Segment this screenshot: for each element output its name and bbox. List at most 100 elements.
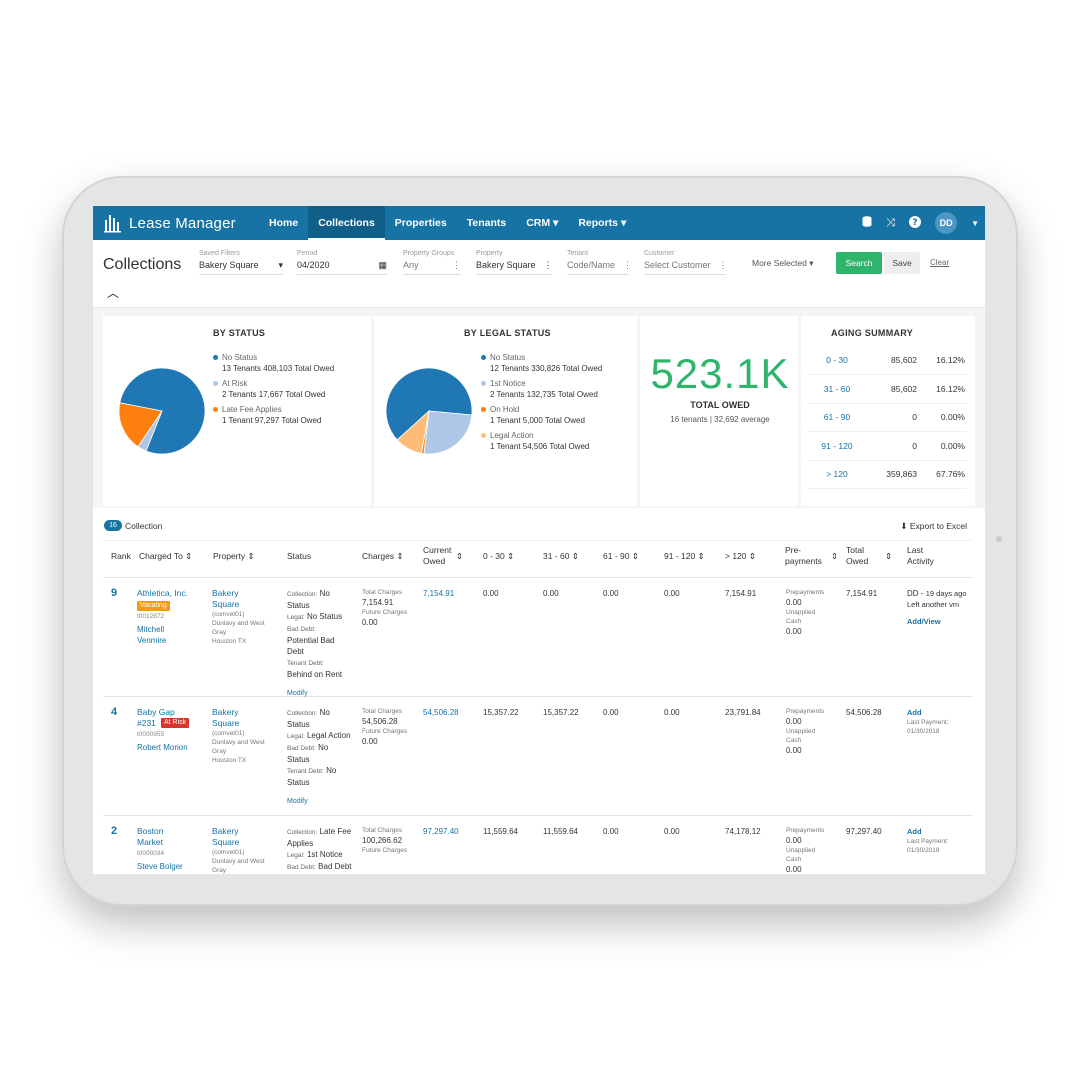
app-name: Lease Manager [129,214,236,232]
aging-range-link[interactable]: > 120 [807,460,867,489]
save-button[interactable]: Save [884,252,920,274]
period-filter[interactable]: Period 04/2020 ▦ [297,250,387,275]
prepayments-label: Prepayments [786,827,825,834]
aging-range-link[interactable]: 61 - 90 [807,403,867,432]
app-logo[interactable]: Lease Manager [103,212,236,234]
user-avatar[interactable]: DD [935,212,958,234]
col-charges[interactable]: Charges ⇕ [362,551,404,562]
calendar-icon[interactable]: ▦ [378,260,387,270]
add-activity-link[interactable]: Add [907,708,922,717]
contact-link[interactable]: Steve Bolger [137,862,183,871]
col-prepayments[interactable]: Pre-payments [785,545,829,567]
modify-link[interactable]: Modify [287,690,308,697]
nav-home[interactable]: Home [269,217,299,229]
property-link[interactable]: Bakery Square [212,826,240,847]
search-button[interactable]: Search [836,252,882,274]
col-120-plus[interactable]: > 120 ⇕ [725,551,756,562]
nav-properties[interactable]: Properties [394,217,447,229]
saved-filters-select[interactable]: Bakery Square ▾ [199,260,283,275]
property-link[interactable]: Bakery Square [212,588,240,609]
col-0-30[interactable]: 0 - 30 ⇕ [483,551,514,562]
collapse-chevron-up-icon[interactable]: ︿ [107,286,120,300]
sort-icon: ⇕ [697,551,705,561]
legend-dot-icon [213,355,218,361]
prepayments-cell: Prepayments 0.00 Unapplied Cash 0.00 [786,588,836,637]
row-rank: 4 [111,706,118,718]
col-total-owed[interactable]: Total Owed [846,545,878,567]
property-groups-filter[interactable]: Property Groups Any ⋮ [403,250,461,275]
prepayments-cell: Prepayments 0.00 Unapplied Cash 0.00 [786,707,836,756]
kebab-icon: ⋮ [718,260,728,270]
tenant-name-link[interactable]: Baby Gap #231 [137,707,177,729]
nav-reports[interactable]: Reports ▾ [568,206,636,240]
col-property-label: Property [213,551,246,561]
chevron-down-icon[interactable]: ▼ [971,218,979,228]
tenant-name-link[interactable]: Boston Market [137,826,164,847]
nav-collections[interactable]: Collections [308,206,385,240]
table-row: 4 Baby Gap #231 At Risk t0000955 Robert … [103,697,973,816]
row-rank: 2 [111,825,118,837]
col-charged-to[interactable]: Charged To ⇕ [139,551,192,562]
activity-user: DD - [907,589,924,598]
sort-icon[interactable]: ⇕ [456,551,464,561]
database-icon[interactable] [862,216,872,230]
col-91-120[interactable]: 91 - 120 ⇕ [664,551,705,562]
col-charged-to-label: Charged To [139,551,183,561]
sort-icon[interactable]: ⇕ [831,551,839,561]
col-current-owed[interactable]: Current Owed [423,545,473,567]
sort-icon[interactable]: ⇕ [885,551,893,561]
prepayments-label: Prepayments [786,708,825,715]
by-status-pie-chart[interactable] [117,366,207,456]
current-owed-link[interactable]: 97,297.40 [423,827,459,836]
property-code: (comvet01) [212,611,245,618]
period-input[interactable]: 04/2020 ▦ [297,260,387,275]
by-status-legend: No Status 13 Tenants 408,103 Total Owed … [213,352,334,430]
col-61-90[interactable]: 61 - 90 ⇕ [603,551,639,562]
nav-tenants[interactable]: Tenants [466,217,507,229]
property-select[interactable]: Bakery Square ⋮ [476,260,553,275]
nav-crm[interactable]: CRM ▾ [516,206,568,240]
unapplied-cash-value: 0.00 [786,627,802,636]
collection-table-header: Rank Charged To ⇕ Property ⇕ Status Char… [103,540,973,578]
property-groups-select[interactable]: Any ⋮ [403,260,461,275]
customer-filter[interactable]: Customer Select Customer ⋮ [644,250,728,275]
clear-link[interactable]: Clear [930,258,950,267]
add-activity-link[interactable]: Add [907,827,922,836]
more-selected-dropdown[interactable]: More Selected ▾ [752,258,813,269]
legend-item-legal-action: Legal Action 1 Tenant 54,506 Total Owed [481,430,602,452]
status-label: Collection: [287,591,318,598]
tenant-select[interactable]: Code/Name ⋮ [567,260,632,275]
tenant-filter[interactable]: Tenant Code/Name ⋮ [567,250,632,275]
by-legal-status-slice-3[interactable] [396,409,430,454]
by-legal-status-title: BY LEGAL STATUS [464,328,551,338]
by-status-slice-2[interactable] [118,402,163,448]
current-owed-link[interactable]: 54,506.28 [423,708,459,717]
by-legal-status-pie-chart[interactable] [384,366,474,456]
customer-select[interactable]: Select Customer ⋮ [644,260,728,275]
add-view-link[interactable]: Add/View [907,617,941,626]
future-charges-value: 0.00 [362,737,378,746]
current-owed-link[interactable]: 7,154.91 [423,589,455,598]
tenant-name: Baby Gap #231 [137,707,175,728]
by-legal-status-slice-0[interactable] [385,367,473,441]
aging-range-link[interactable]: 31 - 60 [807,374,867,404]
contact-link[interactable]: Mitchell Venmire [137,625,167,645]
aging-range-link[interactable]: 0 - 30 [807,346,867,375]
contact-link[interactable]: Robert Morion [137,743,188,752]
col-property[interactable]: Property ⇕ [213,551,255,562]
saved-filters[interactable]: Saved Filters Bakery Square ▾ [199,250,283,275]
tenant-name-link[interactable]: Athletica, Inc. [137,588,189,598]
shuffle-icon[interactable]: ⤨ [886,216,896,229]
aging-range-link[interactable]: 91 - 120 [807,431,867,461]
by-legal-status-slice-1[interactable] [423,410,473,455]
export-to-excel-button[interactable]: ⬇ Export to Excel [900,521,967,532]
unapplied-cash-label: Unapplied Cash [786,609,816,625]
sort-icon: ⇕ [507,551,515,561]
property-link[interactable]: Bakery Square [212,707,240,728]
help-icon[interactable]: ? [909,215,922,231]
filter-bar: Collections ︿ Saved Filters Bakery Squar… [93,240,985,308]
property-filter[interactable]: Property Bakery Square ⋮ [476,250,553,275]
col-rank[interactable]: Rank [111,551,131,561]
col-31-60[interactable]: 31 - 60 ⇕ [543,551,579,562]
modify-link[interactable]: Modify [287,798,308,805]
